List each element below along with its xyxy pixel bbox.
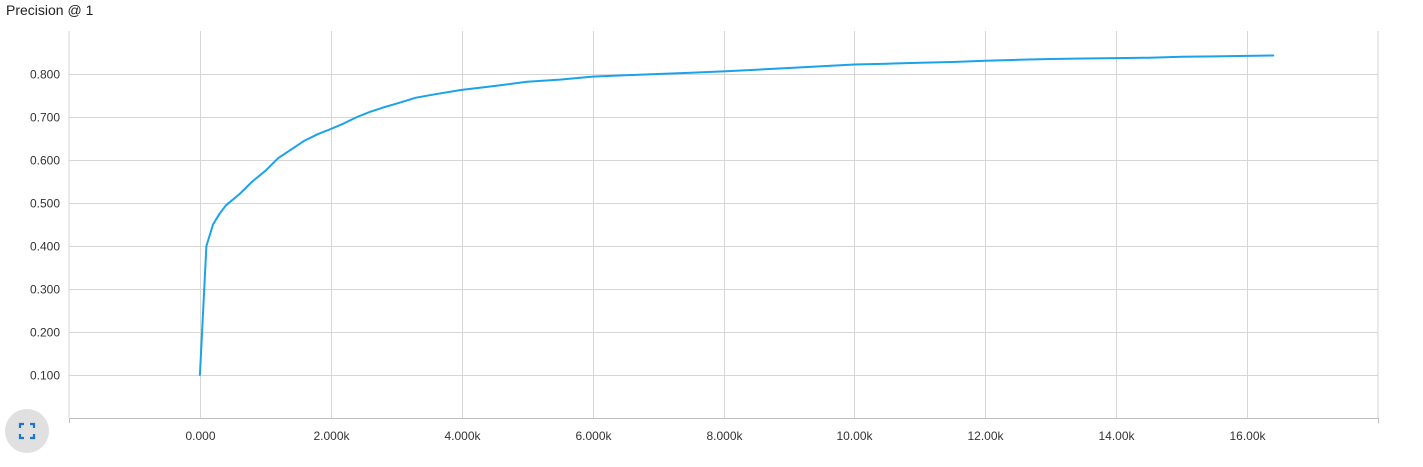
y-tick-label: 0.800 — [30, 68, 60, 82]
fullscreen-icon — [18, 422, 36, 440]
x-tick-label: 4.000k — [444, 429, 481, 443]
series-layer — [198, 54, 1275, 376]
y-tick-label: 0.100 — [30, 369, 60, 383]
y-tick-label: 0.700 — [30, 111, 60, 125]
x-tick-label: 6.000k — [575, 429, 612, 443]
grid-layer — [68, 31, 1379, 418]
x-tick-label: 14.00k — [1098, 429, 1135, 443]
series-line-precision-at-1 — [198, 54, 1275, 376]
x-tick-label: 8.000k — [706, 429, 743, 443]
x-tick-label: 2.000k — [313, 429, 350, 443]
chart-title: Precision @ 1 — [6, 2, 94, 18]
axis-layer — [69, 418, 1379, 423]
x-tick-label: 12.00k — [967, 429, 1004, 443]
x-tick-label: 16.00k — [1229, 429, 1266, 443]
fullscreen-button[interactable] — [5, 409, 49, 453]
y-tick-label: 0.200 — [30, 326, 60, 340]
y-tick-label: 0.500 — [30, 197, 60, 211]
label-layer: 0.100 0.200 0.300 0.400 0.500 0.600 0.700 0.800… — [30, 68, 1267, 444]
y-tick-label: 0.600 — [30, 154, 60, 168]
x-tick-label: 0.000 — [185, 429, 215, 443]
y-tick-label: 0.300 — [30, 283, 60, 297]
y-tick-label: 0.400 — [30, 240, 60, 254]
x-tick-label: 10.00k — [836, 429, 873, 443]
